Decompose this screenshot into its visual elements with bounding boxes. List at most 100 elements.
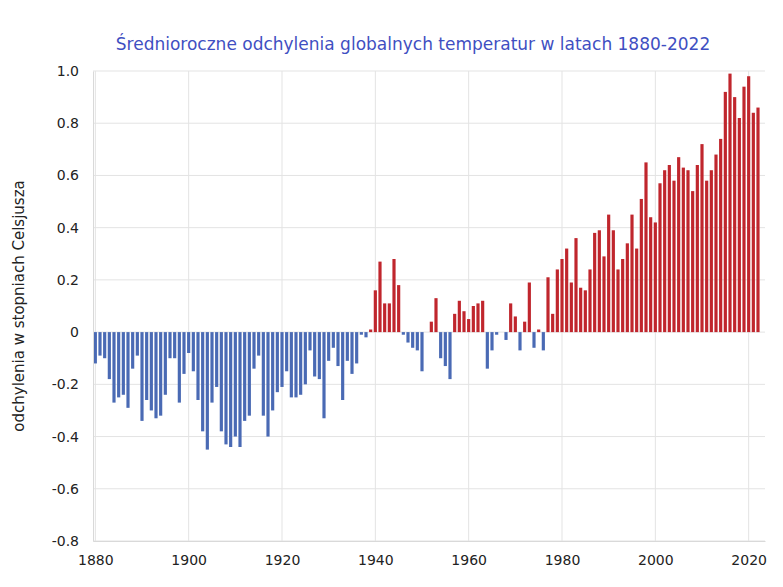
- x-tick: 1980: [545, 541, 581, 568]
- bar: [654, 222, 657, 332]
- y-tick-label: 0.8: [57, 115, 79, 131]
- bar: [565, 249, 568, 333]
- bar: [150, 332, 153, 410]
- y-tick-label: 1.0: [57, 63, 79, 79]
- bar: [705, 181, 708, 332]
- bar: [682, 168, 685, 333]
- x-axis-line: [94, 541, 766, 542]
- bar: [476, 303, 479, 332]
- bar: [173, 332, 176, 358]
- bar: [224, 332, 227, 444]
- grid-line-y: [93, 71, 765, 72]
- bar: [612, 230, 615, 332]
- bar: [276, 332, 279, 392]
- bar: [294, 332, 297, 397]
- bar: [658, 183, 661, 332]
- bar: [220, 332, 223, 431]
- title: Średnioroczne odchylenia globalnych temp…: [116, 33, 710, 54]
- bar: [238, 332, 241, 447]
- bar: [416, 332, 419, 350]
- y-tick-label: 0.6: [57, 167, 79, 183]
- bar: [551, 314, 554, 332]
- y-tick: -0.2: [52, 376, 93, 392]
- x-tick: 1920: [265, 541, 301, 568]
- bar: [182, 332, 185, 374]
- bar: [98, 332, 101, 356]
- bar: [714, 155, 717, 333]
- bar: [719, 139, 722, 332]
- bar: [626, 243, 629, 332]
- bar: [257, 332, 260, 356]
- bar: [542, 332, 545, 350]
- bar: [285, 332, 288, 371]
- bar: [178, 332, 181, 403]
- bar: [528, 283, 531, 333]
- x-tick-label: 1960: [451, 552, 487, 568]
- bar: [621, 259, 624, 332]
- x-tick-label: 1940: [358, 552, 394, 568]
- x-tick-label: 1920: [265, 552, 301, 568]
- y-tick-label: 0.2: [57, 272, 79, 288]
- bar: [145, 332, 148, 400]
- bar: [495, 332, 498, 335]
- bar: [313, 332, 316, 376]
- bar: [663, 170, 666, 332]
- bar: [243, 332, 246, 421]
- bar: [752, 113, 755, 332]
- bar: [434, 298, 437, 332]
- bar: [448, 332, 451, 379]
- y-tick: -0.6: [52, 481, 93, 497]
- bar: [136, 332, 139, 356]
- bar: [518, 332, 521, 350]
- bar: [397, 285, 400, 332]
- bar: [322, 332, 325, 418]
- grid-line-y: [93, 436, 765, 437]
- grid-line-x: [95, 71, 96, 541]
- bar: [271, 332, 274, 410]
- x-tick: 2020: [731, 541, 767, 568]
- bar: [523, 322, 526, 332]
- bar: [234, 332, 237, 436]
- bar: [616, 269, 619, 332]
- bar: [668, 165, 671, 332]
- bar: [686, 170, 689, 332]
- bar: [710, 170, 713, 332]
- x-tick-label: 1900: [171, 552, 207, 568]
- bar: [439, 332, 442, 358]
- bar: [546, 277, 549, 332]
- bar: [556, 269, 559, 332]
- bar: [691, 191, 694, 332]
- bar: [532, 332, 535, 348]
- bar: [103, 332, 106, 358]
- grid-line-y: [93, 123, 765, 124]
- bar: [467, 319, 470, 332]
- x-tick-label: 2020: [731, 552, 767, 568]
- bar: [192, 332, 195, 371]
- grid-line-x: [468, 71, 469, 541]
- bar: [644, 162, 647, 332]
- bar: [360, 332, 363, 335]
- bar: [696, 165, 699, 332]
- bar: [262, 332, 265, 416]
- x-tick: 1960: [451, 541, 487, 568]
- bar: [700, 144, 703, 332]
- bar: [598, 230, 601, 332]
- bar: [472, 306, 475, 332]
- grid: [93, 71, 765, 541]
- bar: [206, 332, 209, 450]
- y-axis-title: odchylenia w stopniach Celsjusza: [10, 180, 28, 431]
- bar: [514, 316, 517, 332]
- bar: [117, 332, 120, 397]
- grid-line-y: [93, 541, 765, 542]
- bar: [168, 332, 171, 358]
- bar: [355, 332, 358, 363]
- bars: [94, 74, 760, 450]
- y-tick: -0.4: [52, 429, 93, 445]
- y-tick-label: -0.8: [52, 533, 79, 549]
- bar: [500, 332, 503, 333]
- y-tick: -0.8: [52, 533, 93, 549]
- bar: [299, 332, 302, 395]
- bar: [588, 269, 591, 332]
- y-tick-label: -0.4: [52, 429, 79, 445]
- y-tick-label: -0.2: [52, 376, 79, 392]
